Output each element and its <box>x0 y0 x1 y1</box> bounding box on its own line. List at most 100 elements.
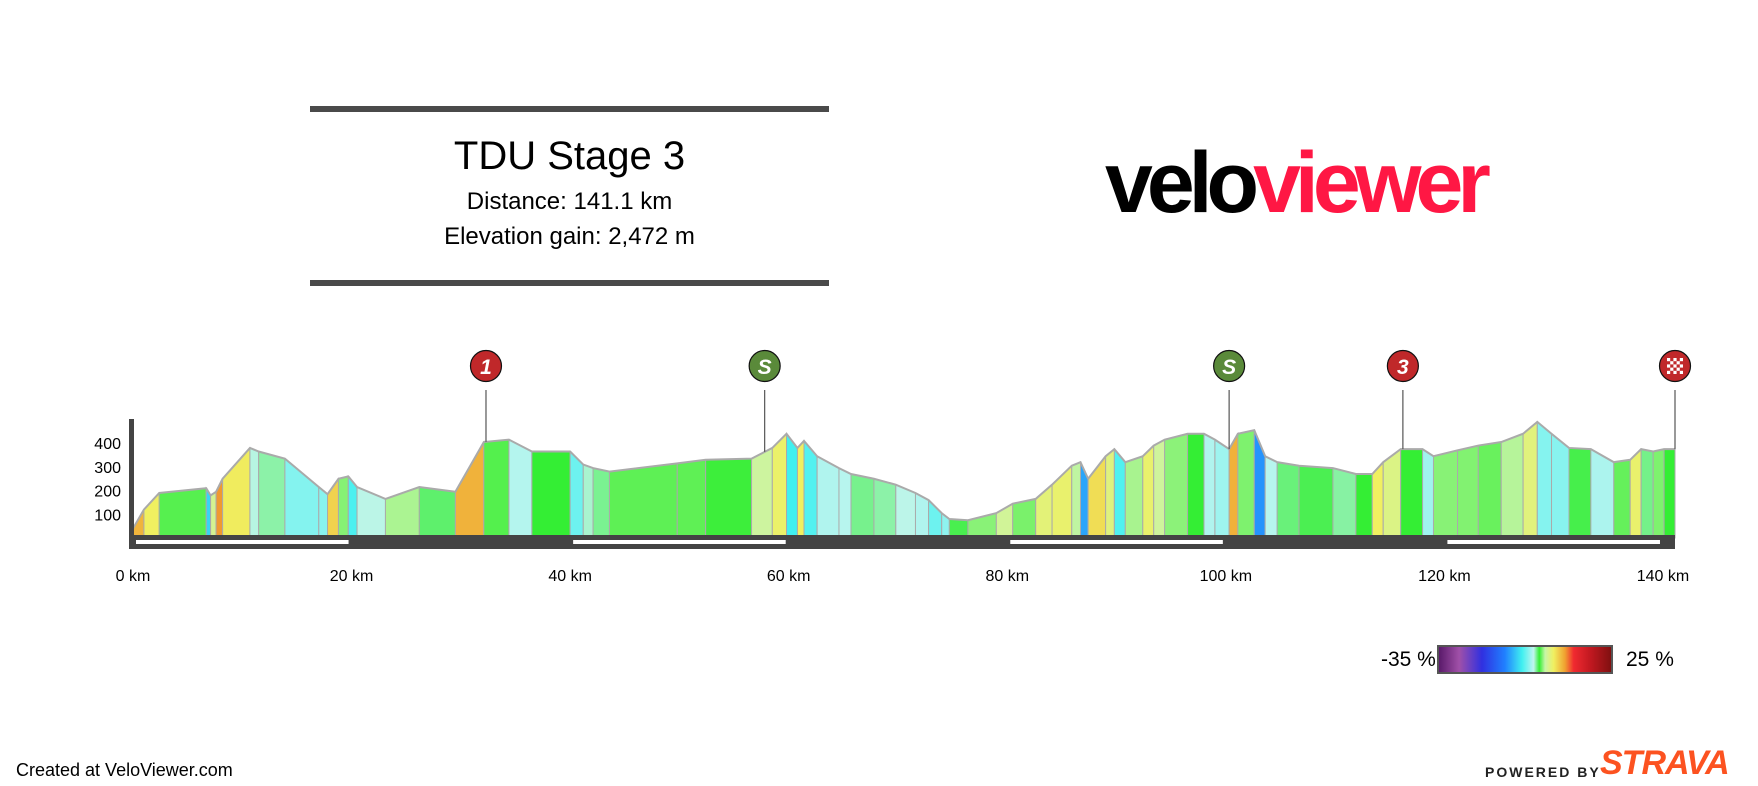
profile-segment <box>249 447 260 539</box>
marker-label: 3 <box>1397 356 1409 379</box>
checkered-flag-cell <box>1670 361 1674 365</box>
profile-segment <box>816 455 840 539</box>
y-tick-label: 300 <box>94 460 121 477</box>
profile-segment <box>1228 431 1239 539</box>
profile-segment <box>751 447 773 539</box>
profile-segment <box>1187 433 1205 539</box>
profile-segment <box>356 486 386 539</box>
profile-segment <box>592 467 610 539</box>
checkered-flag-cell <box>1670 367 1674 371</box>
checkered-flag-cell <box>1676 361 1680 365</box>
profile-segment <box>1079 461 1089 539</box>
y-tick-label: 100 <box>94 507 121 524</box>
kom-marker-icon <box>1386 349 1419 383</box>
profile-segment <box>1432 449 1459 539</box>
stage-title: TDU Stage 3 <box>453 134 686 178</box>
sprint-marker-icon <box>1213 349 1246 383</box>
profile-segment <box>284 457 320 539</box>
veloviewer-logo: veloviewer <box>1105 140 1491 226</box>
profile-segment <box>258 450 286 539</box>
profile-segment <box>1457 444 1479 539</box>
profile-segment <box>1153 438 1166 539</box>
profile-segment <box>1663 448 1676 539</box>
profile-segment <box>705 458 753 539</box>
checkered-flag-cell <box>1667 370 1671 374</box>
checkered-flag-cell <box>1667 364 1671 368</box>
profile-segment <box>143 491 160 539</box>
distance-scale-segment <box>573 540 786 544</box>
profile-segment <box>1253 429 1266 539</box>
x-tick-label: 140 km <box>1637 568 1689 585</box>
profile-segment <box>1477 441 1502 539</box>
profile-segment <box>1629 447 1642 539</box>
profile-segment <box>384 486 420 539</box>
profile-segment <box>796 439 805 539</box>
profile-segment <box>158 487 207 539</box>
x-tick-label: 40 km <box>548 568 592 585</box>
x-tick-label: 60 km <box>767 568 811 585</box>
profile-segment <box>1237 429 1255 539</box>
marker-label: S <box>758 356 772 379</box>
profile-segment <box>1382 448 1402 539</box>
logo-velo: velo <box>1105 135 1259 231</box>
checkered-flag-cell <box>1673 370 1677 374</box>
profile-segment <box>1640 448 1654 539</box>
legend-max-label: 25 % <box>1626 648 1674 671</box>
x-axis-bar <box>129 535 1675 549</box>
distance-scale-segment <box>1447 540 1660 544</box>
x-tick-label: 120 km <box>1418 568 1470 585</box>
profile-segment <box>608 462 678 539</box>
distance-scale-segment <box>136 540 349 544</box>
profile-segment <box>1332 467 1357 539</box>
profile-segment <box>873 478 897 539</box>
profile-segment <box>483 439 510 539</box>
profile-segment <box>569 450 584 539</box>
profile-segment <box>1590 448 1615 539</box>
profile-segment <box>508 438 533 539</box>
x-tick-label: 20 km <box>330 568 374 585</box>
profile-segment <box>1214 438 1230 539</box>
x-tick-label: 80 km <box>985 568 1029 585</box>
y-tick-label: 200 <box>94 484 121 501</box>
gradient-legend-bar <box>1437 645 1613 674</box>
profile-segment <box>1652 448 1665 539</box>
profile-segment <box>210 490 217 539</box>
profile-segment <box>337 475 349 539</box>
profile-segment <box>1113 447 1126 539</box>
profile-segment <box>1551 432 1570 539</box>
title-top-rule <box>310 106 829 112</box>
kom-marker-icon <box>469 349 503 383</box>
profile-segment <box>222 446 251 539</box>
profile-segment <box>1105 448 1115 539</box>
title-bottom-rule <box>310 280 829 286</box>
created-at-link[interactable]: Created at VeloViewer.com <box>16 760 233 780</box>
profile-segment <box>1500 432 1524 539</box>
profile-segment <box>1164 433 1189 539</box>
marker-label: S <box>1222 356 1236 379</box>
x-tick-label: 100 km <box>1200 568 1252 585</box>
profile-segment <box>582 463 594 539</box>
powered-by-text: POWERED BY <box>1485 764 1601 780</box>
strava-logo: STRAVA <box>1600 744 1730 782</box>
profile-segment <box>1355 473 1373 539</box>
sprint-marker-icon <box>748 349 781 383</box>
checkered-flag-cell <box>1673 364 1677 368</box>
profile-segment <box>454 440 485 539</box>
distance-scale-segment <box>1010 540 1223 544</box>
legend-min-label: -35 % <box>1381 648 1436 671</box>
profile-segment <box>1536 420 1553 539</box>
profile-segment <box>1568 447 1592 539</box>
profile-segment <box>676 459 707 539</box>
profile-segment <box>1071 461 1081 539</box>
marker-label: 1 <box>480 356 492 379</box>
checkered-flag-cell <box>1667 358 1671 362</box>
checkered-flag-cell <box>1679 358 1683 362</box>
distance-text: Distance: 141.1 km <box>466 188 673 215</box>
profile-segment <box>1012 498 1037 539</box>
profile-segment <box>1264 455 1278 539</box>
profile-segment <box>850 473 875 539</box>
profile-segment <box>1400 448 1424 539</box>
profile-segment <box>1124 455 1144 539</box>
elevation-gain-text: Elevation gain: 2,472 m <box>444 223 695 250</box>
